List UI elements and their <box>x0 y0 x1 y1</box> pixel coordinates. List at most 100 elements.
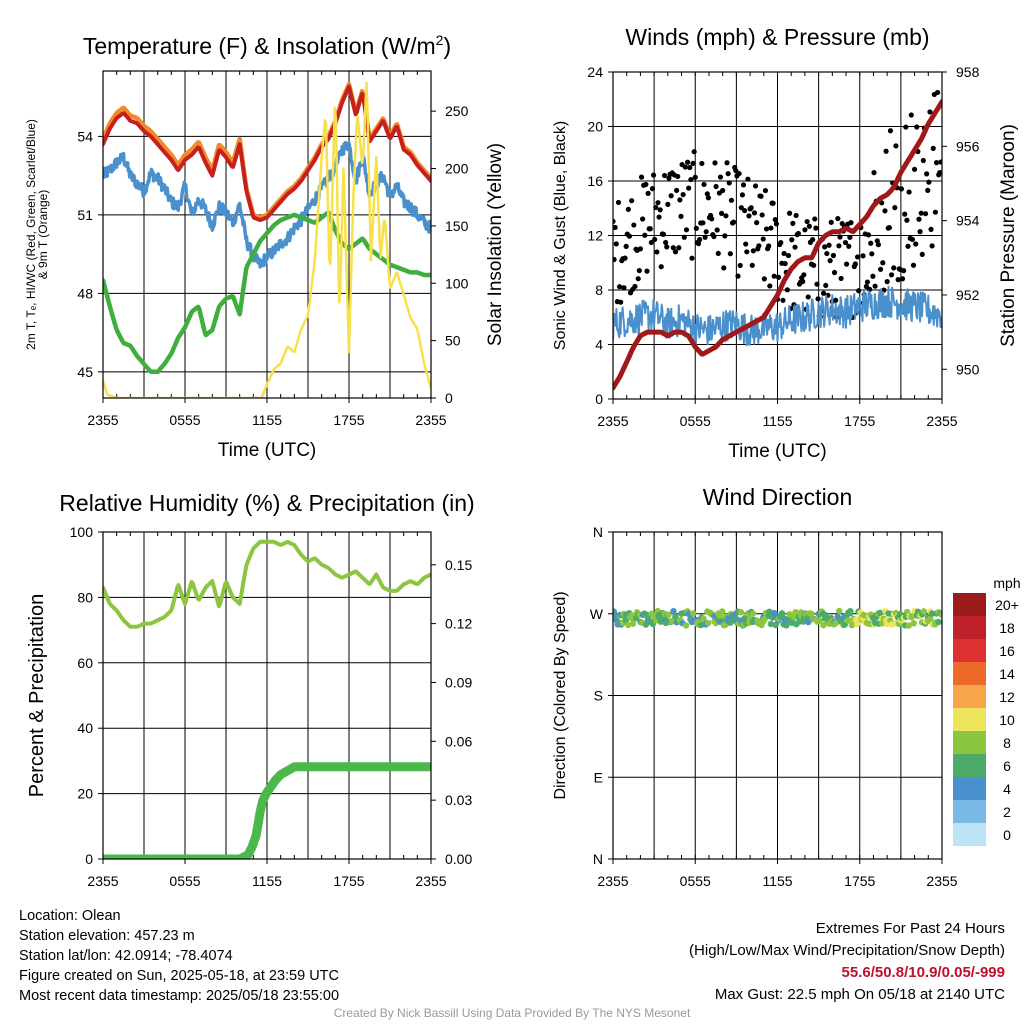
gust-point <box>782 260 788 267</box>
y-tick-label: 45 <box>77 364 93 380</box>
y-tick-label: 20 <box>77 786 93 802</box>
gust-point <box>684 159 691 165</box>
x-tick-label: 2355 <box>597 873 628 889</box>
gust-point <box>723 213 729 219</box>
direction-points <box>613 607 942 629</box>
gust-point <box>811 262 817 268</box>
gust-point <box>621 285 627 291</box>
gust-point <box>704 191 710 197</box>
gust-point <box>635 276 641 282</box>
gust-point <box>880 260 886 266</box>
gust-point <box>795 230 801 237</box>
y-axis-label: Direction (Colored By Speed) <box>552 591 569 799</box>
gust-point <box>891 265 897 271</box>
gust-point <box>906 189 912 195</box>
gust-point <box>637 246 644 252</box>
gust-point <box>688 176 694 183</box>
y2-axis-label: Solar Insolation (Yellow) <box>485 143 506 346</box>
gust-point <box>827 258 833 264</box>
gust-point <box>759 212 765 218</box>
y-tick-label: 20 <box>587 119 603 135</box>
colorbar-swatch <box>953 616 986 639</box>
y-axis-label: Sonic Wind & Gust (Blue, Black) <box>552 121 569 350</box>
gust-point <box>922 211 929 217</box>
y2-tick-label: 250 <box>445 103 469 119</box>
gust-point <box>852 261 858 267</box>
extremes-subtitle: (High/Low/Max Wind/Precipitation/Snow De… <box>689 942 1005 959</box>
y2-tick-label: 0.00 <box>445 851 472 867</box>
gust-point <box>768 225 774 231</box>
gust-point <box>613 256 617 263</box>
y2-tick-label: 0.15 <box>445 557 472 573</box>
gust-point <box>750 248 756 254</box>
direction-point <box>844 617 852 624</box>
gust-point <box>731 219 737 225</box>
gust-point <box>812 216 818 222</box>
gust-point <box>926 179 932 185</box>
gust-point <box>754 220 760 226</box>
gust-point <box>631 222 637 228</box>
gust-point <box>642 232 648 238</box>
gust-point <box>893 143 899 149</box>
gust-point <box>714 227 720 233</box>
gust-point <box>766 243 772 249</box>
direction-point <box>624 621 632 629</box>
x-tick-label: 1155 <box>762 873 792 889</box>
series-line <box>103 84 431 222</box>
x-tick-label: 2355 <box>87 412 118 428</box>
y2-tick-label: 150 <box>445 218 469 234</box>
colorbar-label: 0 <box>1003 827 1011 843</box>
gust-point <box>847 234 853 240</box>
gust-point <box>690 160 696 166</box>
gust-point <box>846 243 852 249</box>
gust-point <box>905 243 911 249</box>
gust-point <box>657 207 663 213</box>
gust-point <box>883 148 889 154</box>
gust-point <box>763 226 770 232</box>
y2-tick-label: 0.12 <box>445 616 472 632</box>
gust-point <box>748 205 754 211</box>
gust-point <box>892 205 898 211</box>
colorbar-swatch <box>953 731 986 754</box>
y-axis-label: 2m T, Tₑ, HI/WC (Red, Green, Scarlet/Blu… <box>24 119 38 350</box>
direction-point <box>719 608 726 615</box>
gust-point <box>914 124 920 130</box>
gust-point <box>918 210 924 216</box>
gust-point <box>712 160 718 166</box>
gust-point <box>903 124 909 130</box>
x-tick-label: 1755 <box>844 413 875 429</box>
direction-point <box>700 615 707 623</box>
gust-point <box>887 128 894 134</box>
chart-title: Temperature (F) & Insolation (W/m2) <box>83 32 451 59</box>
gust-point <box>672 249 679 255</box>
gust-point <box>806 223 812 229</box>
gust-point <box>919 251 925 258</box>
gust-point <box>870 273 876 279</box>
colorbar-label: 2 <box>1003 804 1011 820</box>
y-tick-label: 40 <box>77 720 93 736</box>
series-line <box>103 539 431 629</box>
gust-point <box>665 201 671 207</box>
gust-point <box>775 274 782 280</box>
gust-point <box>917 228 923 235</box>
gust-point <box>865 232 872 238</box>
gust-point <box>833 297 839 303</box>
gust-point <box>718 210 725 216</box>
gust-point <box>932 209 939 215</box>
gust-point <box>784 287 790 293</box>
location-text: Location: Olean <box>19 908 121 924</box>
gust-point <box>677 197 683 203</box>
gust-point <box>761 276 767 282</box>
gust-point <box>692 174 698 180</box>
gust-point <box>735 273 741 279</box>
x-tick-label: 2355 <box>597 413 628 429</box>
gust-point <box>758 193 764 199</box>
panel-2: Winds (mph) & Pressure (mb) 0 4 8 12 16 20 24 23… <box>552 24 1019 462</box>
gust-point <box>656 214 662 220</box>
gust-point <box>780 297 786 303</box>
gust-point <box>739 192 746 198</box>
gust-point <box>678 213 684 220</box>
gust-point <box>724 160 730 166</box>
colorbar-swatch <box>953 662 986 685</box>
x-axis-label: Time (UTC) <box>218 440 317 461</box>
